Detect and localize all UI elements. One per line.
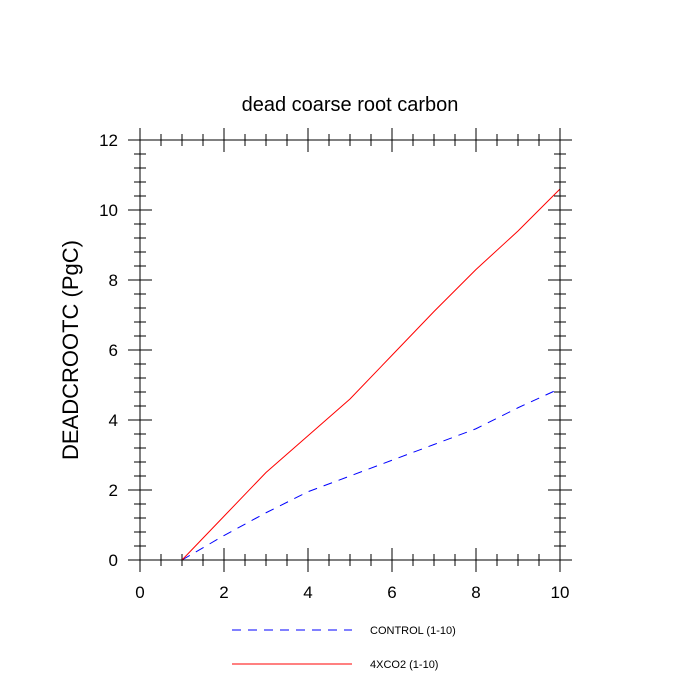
series-line-1 [181,188,561,561]
x-tick-label: 6 [387,583,396,602]
legend: CONTROL (1-10) 4XCO2 (1-10) [232,625,456,671]
x-tick-label: 0 [135,583,144,602]
y-tick-label: 10 [99,201,118,220]
y-tick-label: 8 [109,271,118,290]
y-tick-label: 2 [109,481,118,500]
legend-label-0: CONTROL (1-10) [370,625,456,637]
chart-title: dead coarse root carbon [242,94,459,116]
y-tick-label: 6 [109,341,118,360]
plot-frame [139,139,561,561]
x-tick-label: 4 [303,583,312,602]
y-tick-label: 4 [109,411,118,430]
series-line-0 [181,388,561,561]
y-tick-label: 12 [99,131,118,150]
x-tick-label: 8 [471,583,480,602]
x-tick-label: 2 [219,583,228,602]
y-axis-label: DEADCROOTC (PgC) [58,240,83,460]
legend-label-1: 4XCO2 (1-10) [370,659,438,671]
y-tick-label: 0 [109,551,118,570]
x-tick-label: 10 [551,583,570,602]
